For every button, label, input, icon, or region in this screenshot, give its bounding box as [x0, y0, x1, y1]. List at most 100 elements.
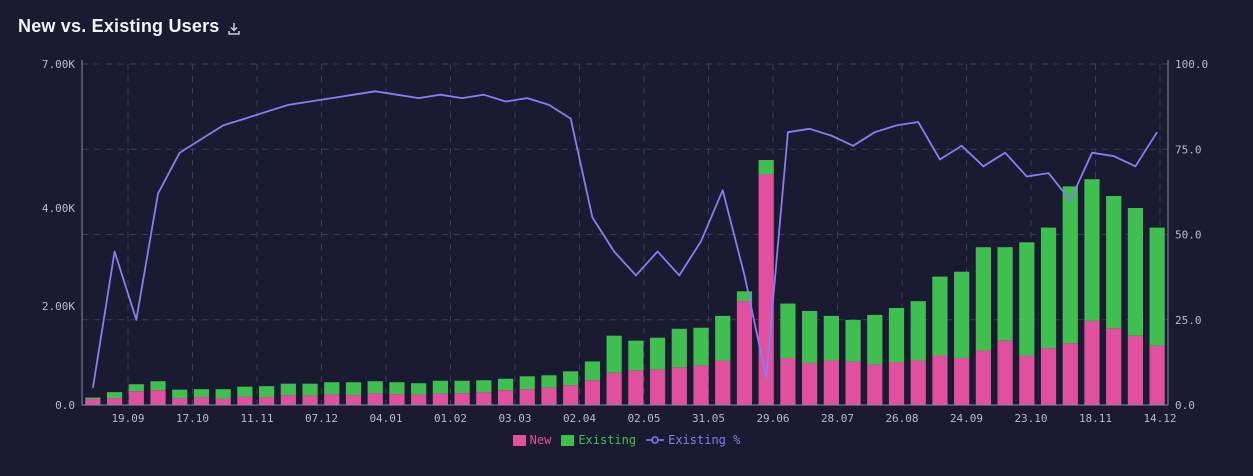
- axes: [81, 60, 1169, 406]
- x-tick-label: 18.11: [1079, 412, 1112, 425]
- y-right-tick-label: 50.0: [1175, 229, 1202, 242]
- bar-existing: [476, 380, 492, 393]
- bar-existing: [823, 315, 839, 361]
- bar-new: [997, 340, 1013, 405]
- bar-series: [85, 160, 1165, 405]
- bar-existing: [128, 384, 144, 392]
- bar-new: [85, 399, 101, 405]
- bar-new: [150, 390, 166, 405]
- bar-existing: [519, 376, 535, 390]
- x-tick-label: 07.12: [305, 412, 338, 425]
- bar-existing: [802, 310, 818, 363]
- existing-pct-line-series: [92, 90, 1158, 389]
- x-tick-label: 11.11: [240, 412, 273, 425]
- bar-new: [476, 392, 492, 405]
- legend-label-new: New: [529, 433, 552, 447]
- x-tick-label: 24.09: [950, 412, 983, 425]
- x-tick-label: 23.10: [1014, 412, 1047, 425]
- bar-existing: [1106, 196, 1122, 329]
- tick-labels: 19.09 17.10 11.11 07.12 04.01 01.02 03.03 02.04…: [42, 58, 1208, 425]
- bar-new: [780, 357, 796, 405]
- bar-new: [411, 394, 427, 405]
- bar-new: [1062, 343, 1078, 405]
- x-tick-label: 02.04: [563, 412, 596, 425]
- bar-new: [215, 398, 231, 405]
- bar-existing: [85, 397, 101, 400]
- bar-new: [823, 360, 839, 405]
- bar-new: [432, 393, 448, 405]
- bar-existing: [389, 382, 405, 395]
- x-tick-label: 01.02: [434, 412, 467, 425]
- bar-existing: [1149, 227, 1165, 346]
- bar-existing: [693, 327, 709, 366]
- bar-new: [758, 174, 774, 405]
- bar-existing: [563, 371, 579, 386]
- bar-existing: [584, 361, 601, 381]
- bar-new: [1084, 320, 1100, 405]
- x-tick-label: 03.03: [498, 412, 531, 425]
- y-right-tick-label: 0.0: [1175, 399, 1195, 412]
- x-tick-label: 29.06: [756, 412, 789, 425]
- x-tick-label: 02.05: [627, 412, 660, 425]
- bar-new: [649, 369, 666, 405]
- legend-swatch-existing: [561, 434, 575, 446]
- bar-existing: [106, 392, 123, 399]
- bar-existing: [671, 328, 687, 368]
- x-tick-label: 28.07: [821, 412, 854, 425]
- download-icon[interactable]: [227, 20, 241, 35]
- chart-title-row: New vs. Existing Users: [18, 16, 241, 37]
- bar-existing: [1040, 227, 1057, 349]
- bar-existing: [1127, 208, 1144, 336]
- bar-new: [888, 362, 905, 405]
- legend-item-existing-pct[interactable]: Existing %: [646, 433, 740, 447]
- existing-pct-line: [92, 90, 1158, 389]
- bar-new: [345, 395, 362, 405]
- bar-existing: [888, 307, 905, 363]
- bar-new: [584, 380, 601, 405]
- bar-new: [563, 385, 579, 405]
- bar-existing: [172, 389, 188, 399]
- bar-existing: [867, 314, 883, 365]
- bar-new: [389, 394, 405, 405]
- bar-new: [954, 357, 970, 405]
- y-left-tick-label: 2.00K: [42, 300, 75, 313]
- bar-new: [128, 391, 144, 405]
- bar-new: [1149, 345, 1165, 405]
- bar-new: [454, 393, 470, 405]
- chart-title: New vs. Existing Users: [18, 16, 220, 36]
- bar-new: [497, 390, 514, 405]
- y-left-tick-label: 7.00K: [42, 58, 75, 71]
- legend-label-existing: Existing: [578, 433, 637, 447]
- y-right-tick-label: 100.0: [1175, 58, 1208, 71]
- bar-new: [671, 367, 687, 405]
- bar-new: [280, 395, 296, 405]
- x-tick-label: 14.12: [1143, 412, 1176, 425]
- bar-existing: [259, 386, 275, 398]
- bar-existing: [954, 271, 970, 358]
- bar-existing: [845, 319, 861, 362]
- bar-new: [324, 394, 340, 405]
- bar-new: [237, 396, 253, 405]
- bar-new: [736, 301, 753, 405]
- bar-new: [172, 398, 188, 405]
- bar-new: [193, 397, 210, 405]
- legend-item-existing[interactable]: Existing: [561, 433, 636, 447]
- bar-existing: [1062, 186, 1078, 344]
- bar-existing: [606, 335, 622, 373]
- bar-existing: [758, 160, 774, 175]
- bar-existing: [649, 337, 666, 370]
- bar-new: [519, 389, 535, 405]
- legend-label-existing-pct: Existing %: [668, 433, 741, 447]
- x-tick-label: 17.10: [176, 412, 209, 425]
- x-tick-label: 19.09: [111, 412, 144, 425]
- bar-existing: [975, 247, 991, 351]
- legend: New Existing Existing %: [0, 433, 1253, 447]
- bar-new: [628, 370, 644, 405]
- bar-existing: [237, 386, 253, 397]
- bar-new: [715, 360, 731, 405]
- bar-new: [1019, 355, 1035, 405]
- legend-item-new[interactable]: New: [512, 433, 552, 447]
- bar-new: [606, 372, 622, 405]
- bar-existing: [932, 276, 948, 356]
